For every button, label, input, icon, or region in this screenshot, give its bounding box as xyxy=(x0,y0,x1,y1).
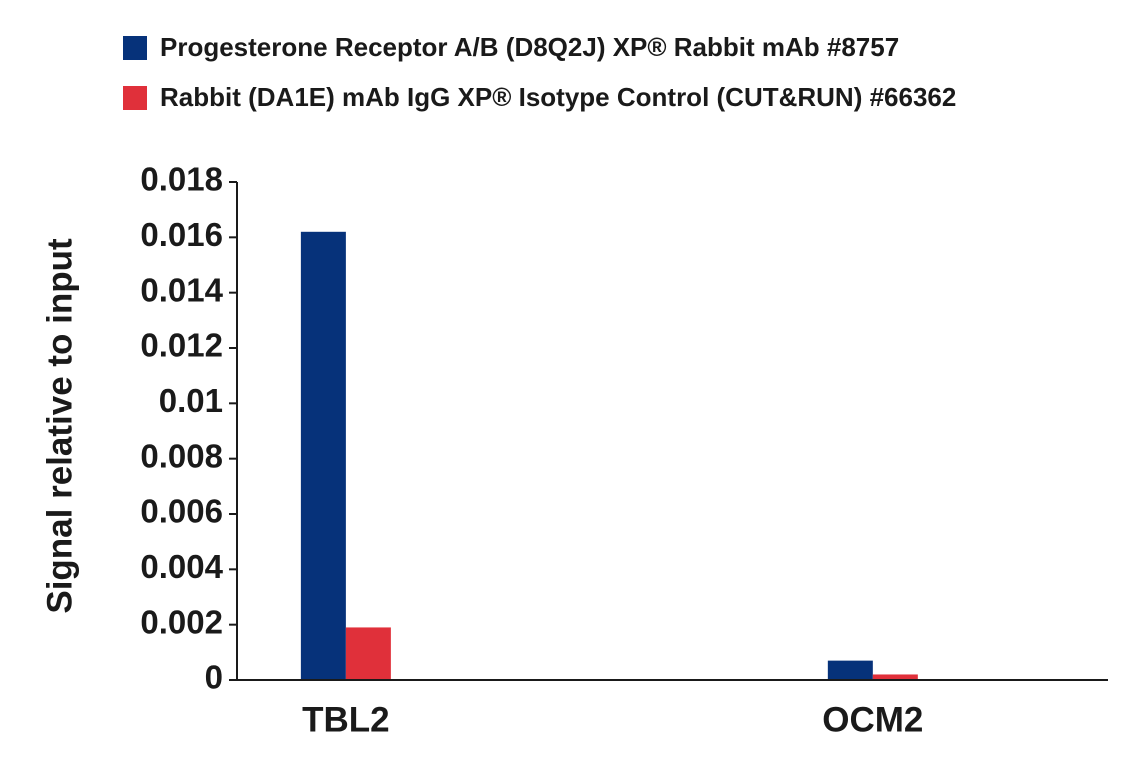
y-tick-label: 0.01 xyxy=(159,382,223,419)
x-tick-label: TBL2 xyxy=(302,700,390,739)
y-tick-label: 0 xyxy=(205,659,223,696)
y-axis-label: Signal relative to input xyxy=(40,238,79,614)
bar xyxy=(872,674,918,680)
y-tick-label: 0.008 xyxy=(140,437,223,474)
y-tick-label: 0.012 xyxy=(140,327,223,364)
y-tick-label: 0.018 xyxy=(140,161,223,198)
y-tick-label: 0.004 xyxy=(140,548,223,585)
bar xyxy=(827,660,873,680)
legend-swatch xyxy=(123,86,147,110)
bar xyxy=(345,627,391,680)
bar xyxy=(300,231,346,681)
y-tick-label: 0.006 xyxy=(140,493,223,530)
legend-swatch xyxy=(123,36,147,60)
y-tick-label: 0.002 xyxy=(140,603,223,640)
y-tick-label: 0.014 xyxy=(140,271,223,308)
legend-label: Progesterone Receptor A/B (D8Q2J) XP® Ra… xyxy=(160,32,899,62)
x-tick-label: OCM2 xyxy=(822,700,923,739)
legend-label: Rabbit (DA1E) mAb IgG XP® Isotype Contro… xyxy=(160,82,956,112)
y-tick-label: 0.016 xyxy=(140,216,223,253)
